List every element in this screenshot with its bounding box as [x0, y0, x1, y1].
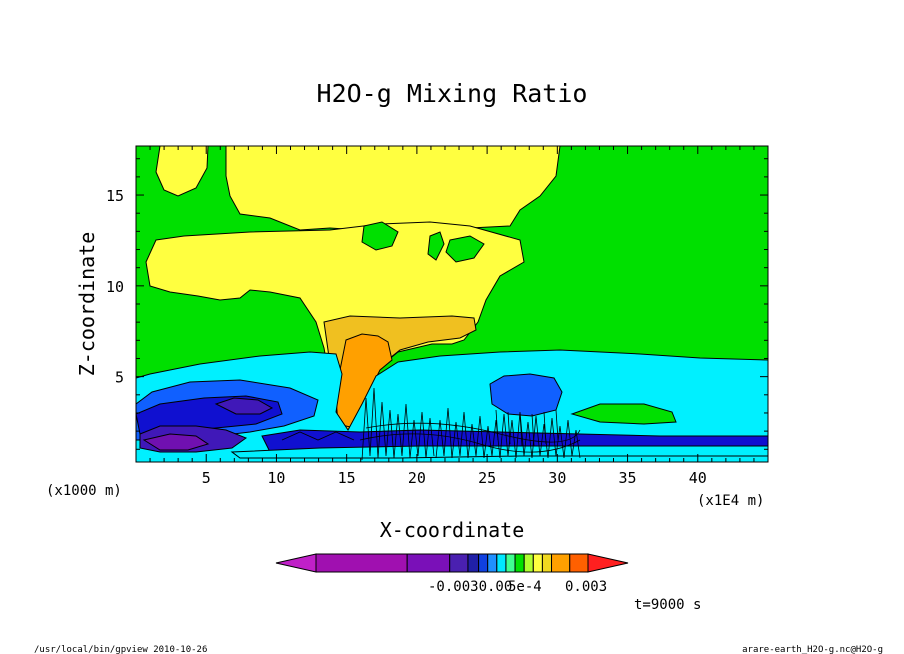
x-tick-label: 15 — [338, 469, 356, 487]
region-upper-yellow-left — [155, 146, 209, 197]
contour-field — [136, 146, 768, 462]
colorbar-swatch — [449, 553, 469, 573]
colorbar-arrow-high — [587, 553, 629, 573]
x-tick-label: 30 — [548, 469, 566, 487]
turbulent-contour-lines — [281, 387, 581, 461]
region-blue-cell — [489, 373, 563, 417]
colorbar-swatch — [487, 553, 498, 573]
x-tick-label: 20 — [408, 469, 426, 487]
x-unit-right: (x1E4 m) — [697, 493, 764, 509]
colorbar-swatch — [541, 553, 553, 573]
y-axis-label: Z-coordinate — [75, 232, 99, 377]
colorbar-swatch — [496, 553, 507, 573]
colorbar-swatch — [532, 553, 543, 573]
x-axis-label: X-coordinate — [380, 518, 525, 542]
x-tick-label: 10 — [267, 469, 285, 487]
x-tick-label: 5 — [202, 469, 211, 487]
y-tick-label: 15 — [106, 187, 124, 205]
region-green-pocket-2 — [427, 231, 445, 261]
colorbar-swatch — [478, 553, 489, 573]
colorbar-swatch — [315, 553, 408, 573]
y-tick-label: 5 — [115, 369, 124, 387]
region-blue-cell-small — [214, 397, 274, 415]
colorbar-label-1: -0.0030.00 — [428, 579, 512, 595]
colorbar-swatch — [523, 553, 534, 573]
x-tick-label: 40 — [689, 469, 707, 487]
region-upper-yellow-center — [225, 146, 561, 231]
colorbar — [275, 553, 629, 573]
colorbar-swatch — [467, 553, 480, 573]
region-green-pocket-1 — [361, 221, 399, 251]
chart-title: H2O-g Mixing Ratio — [317, 79, 588, 108]
region-green-lens — [570, 403, 677, 425]
colorbar-swatch — [406, 553, 451, 573]
colorbar-label-3: 0.003 — [565, 579, 607, 595]
x-tick-label: 25 — [478, 469, 496, 487]
axis-ticks: 5 10 15 20 25 30 35 40 5 10 15 — [106, 146, 768, 487]
colorbar-swatch — [505, 553, 516, 573]
colorbar-swatch — [514, 553, 525, 573]
x-unit-left: (x1000 m) — [46, 483, 122, 499]
time-label: t=9000 s — [634, 597, 701, 613]
region-green-pocket-3 — [445, 235, 485, 263]
colorbar-label-2: 5e-4 — [508, 579, 542, 595]
colorbar-arrow-low — [275, 553, 317, 573]
footer-left: /usr/local/bin/gpview 2010-10-26 — [34, 645, 207, 654]
colorbar-swatch — [569, 553, 589, 573]
footer-right: arare-earth_H2O-g.nc@H2O-g — [742, 645, 883, 654]
y-tick-label: 10 — [106, 278, 124, 296]
region-near-surface-cyan — [230, 445, 768, 459]
region-violet-core — [142, 433, 210, 451]
x-tick-label: 35 — [619, 469, 637, 487]
colorbar-swatch — [551, 553, 571, 573]
